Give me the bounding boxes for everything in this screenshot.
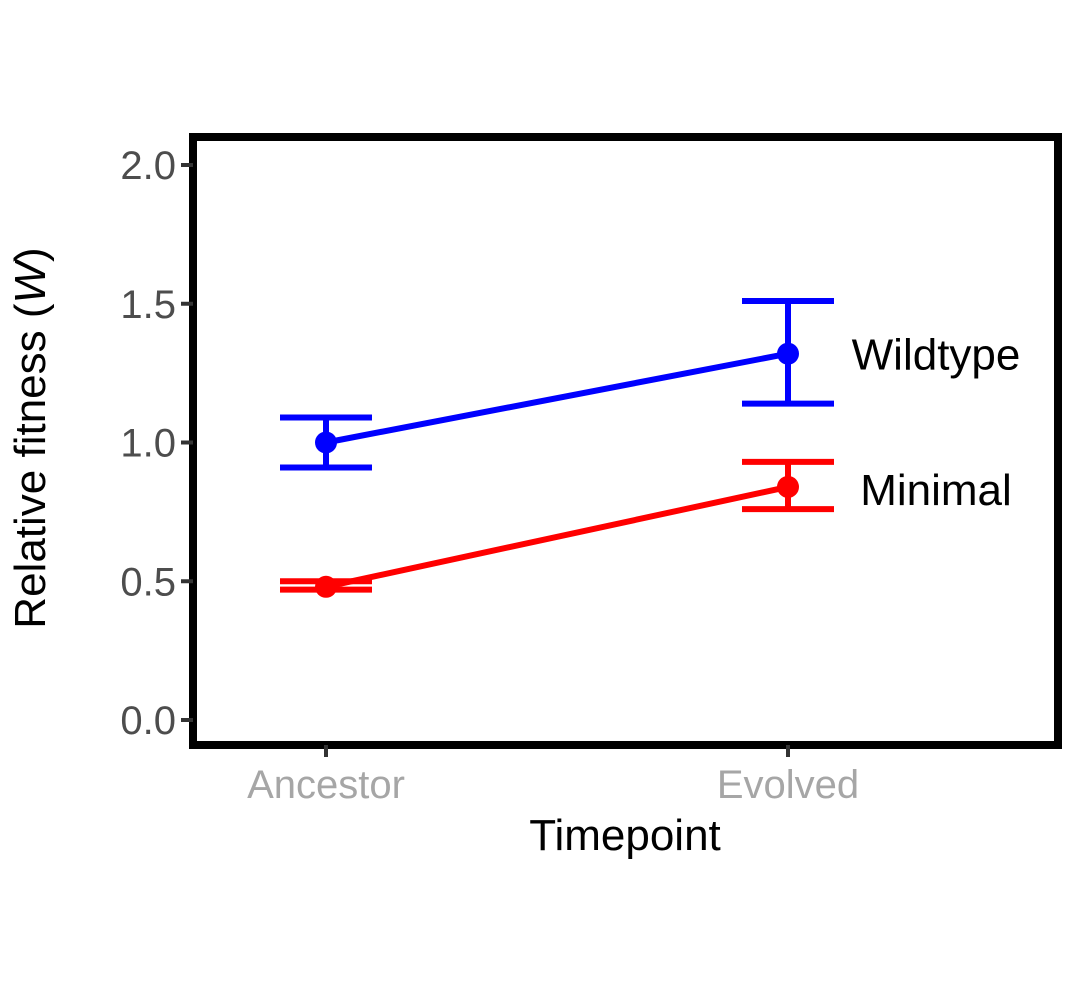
y-axis-title: Relative fitness (W) [6, 247, 55, 628]
series-minimal: Minimal [280, 458, 1012, 598]
plot-layer: Wildtype Minimal [280, 297, 1021, 598]
series-wildtype: Wildtype [280, 297, 1021, 471]
series-line [323, 483, 791, 590]
y-tick-label: 0.0 [120, 699, 176, 743]
x-tick-label: Evolved [717, 763, 859, 807]
x-axis-title: Timepoint [529, 811, 721, 860]
series-label: Wildtype [852, 331, 1021, 380]
y-axis-title-italic: W [6, 258, 55, 303]
y-axis-title-prefix: Relative fitness ( [6, 303, 55, 629]
series-label: Minimal [860, 466, 1012, 515]
y-tick-label: 1.5 [120, 283, 176, 327]
y-tick-label: 2.0 [120, 144, 176, 188]
y-tick-label: 0.5 [120, 560, 176, 604]
series-line [323, 350, 791, 446]
data-point [315, 431, 337, 454]
data-point [777, 342, 799, 365]
y-axis: 0.0 0.5 1.0 1.5 2.0 [120, 144, 193, 743]
data-point [777, 475, 799, 498]
y-tick-label: 1.0 [120, 422, 176, 466]
data-point [315, 575, 337, 598]
y-axis-title-suffix: ) [6, 247, 55, 262]
x-axis: Ancestor Evolved [247, 745, 859, 807]
x-tick-label: Ancestor [247, 763, 405, 807]
